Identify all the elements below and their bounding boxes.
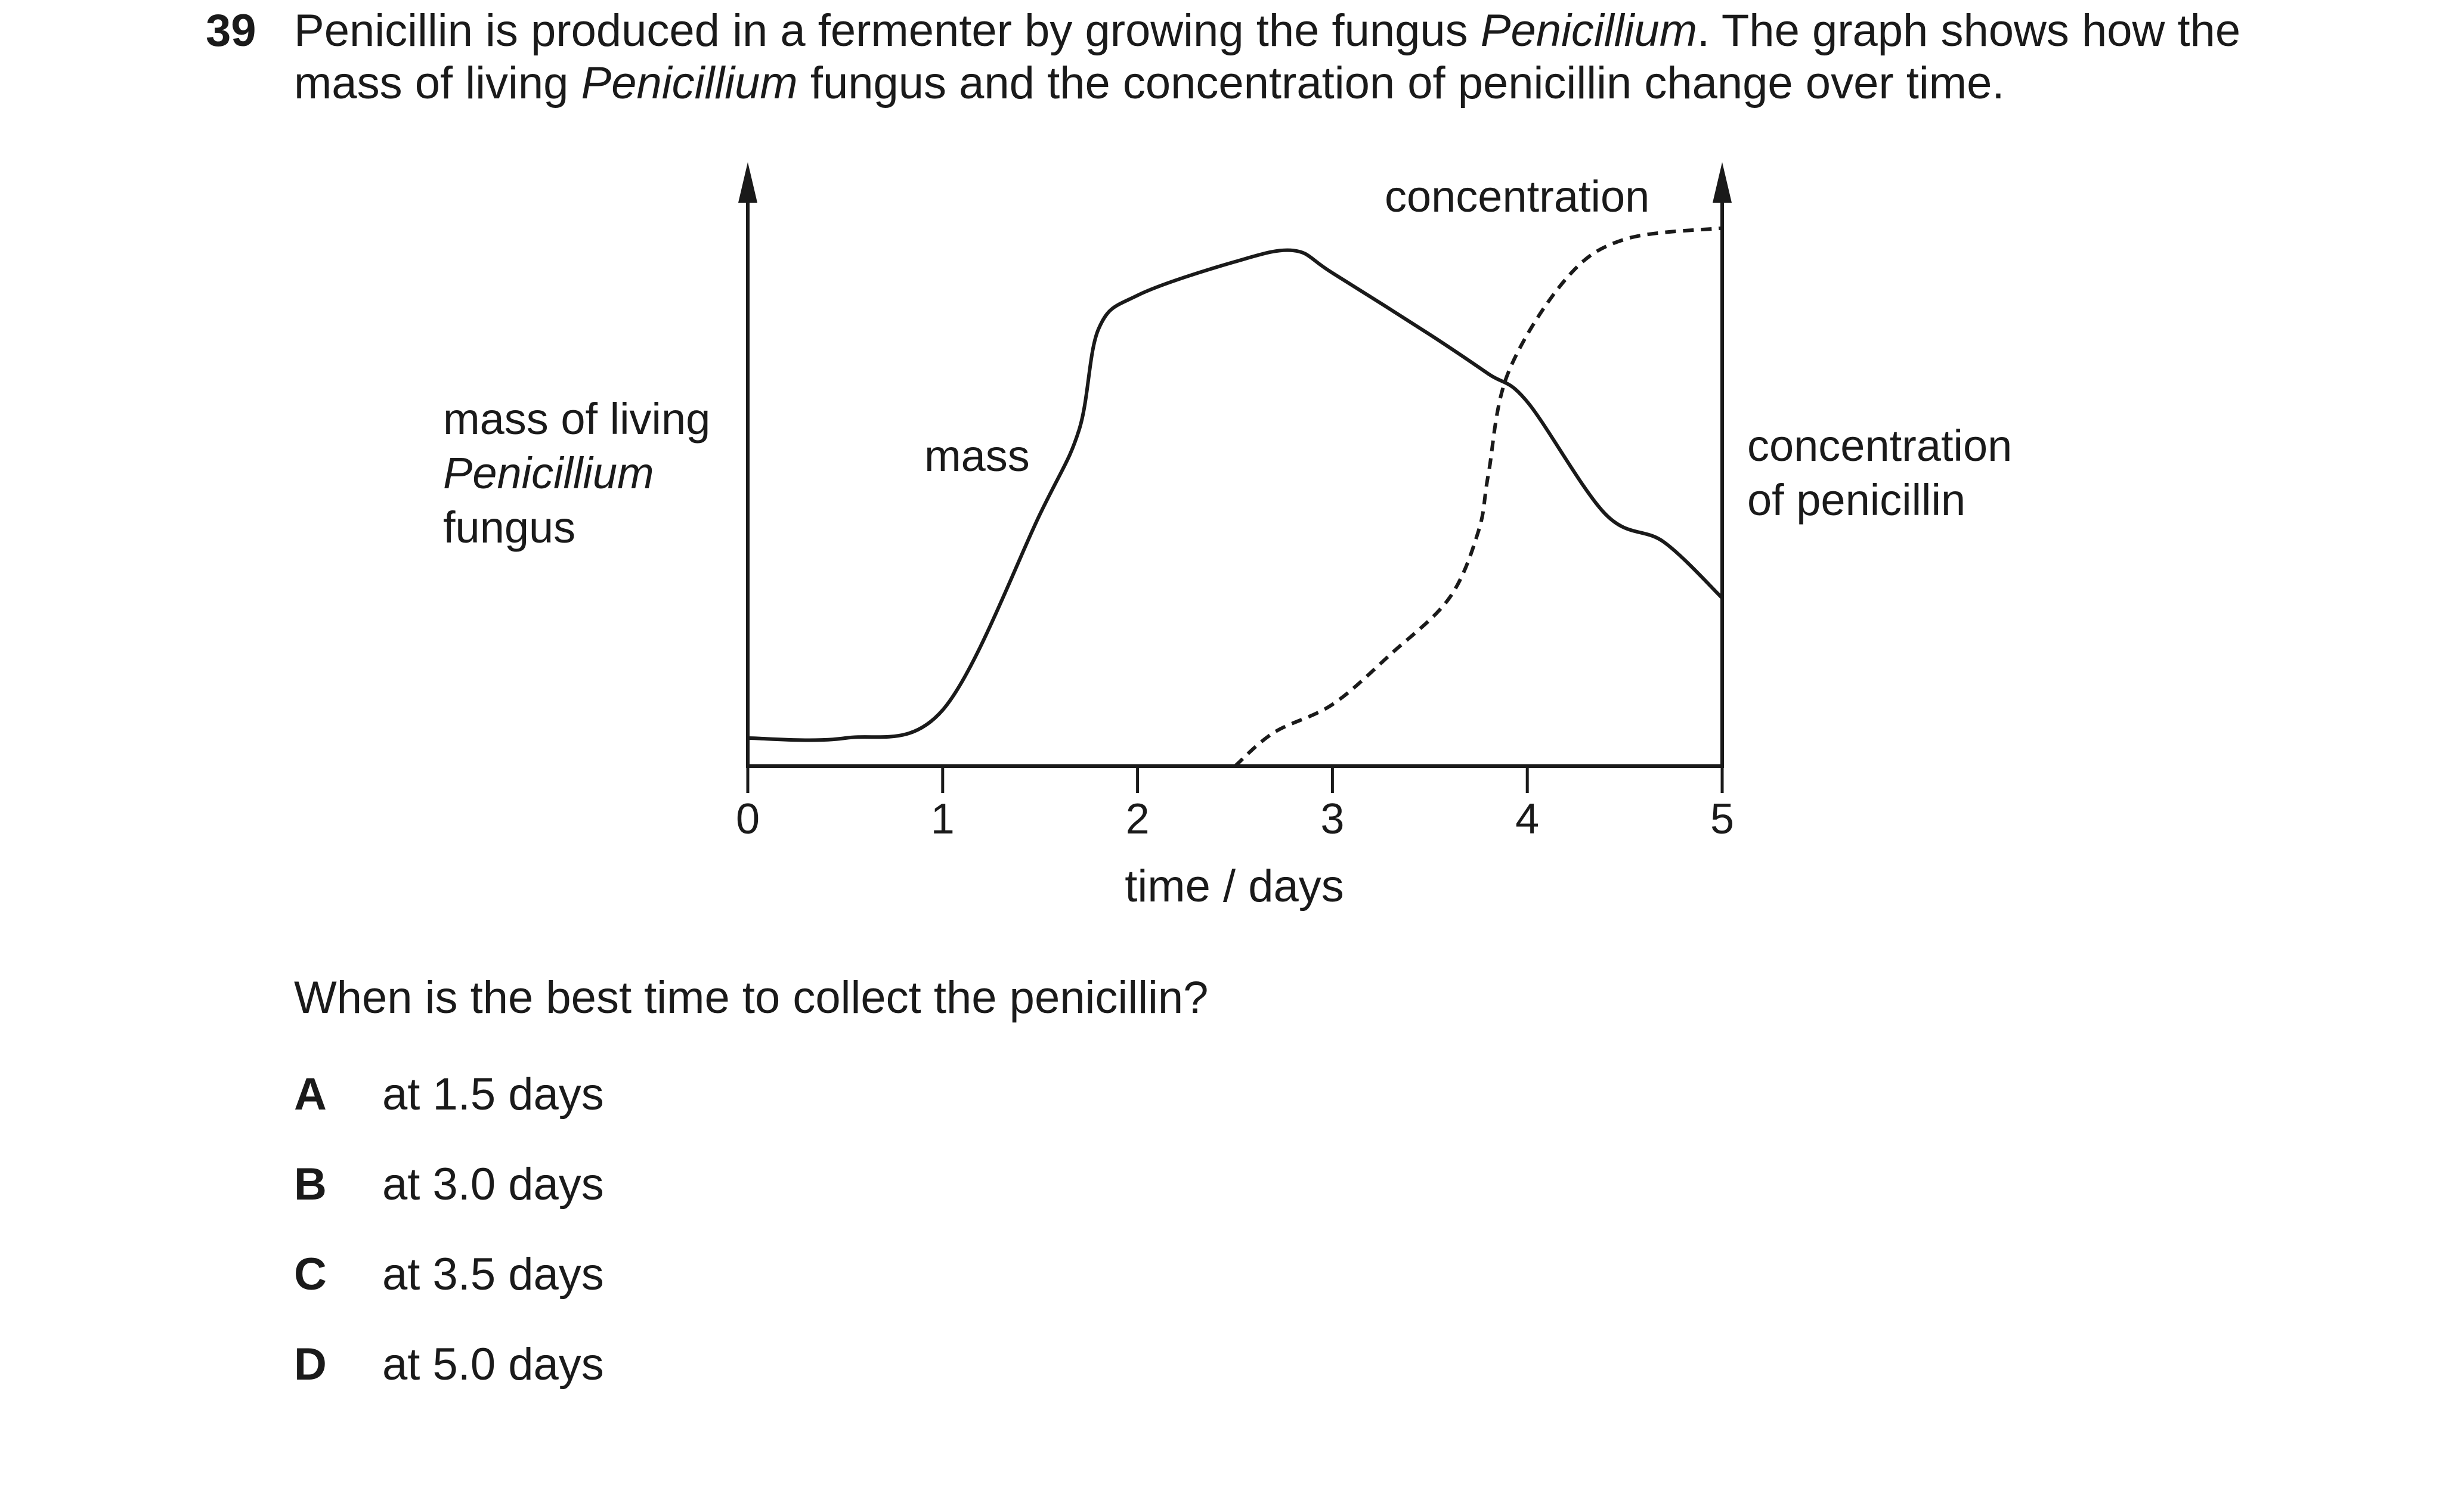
option-letter: D: [294, 1339, 327, 1390]
mass-curve: [747, 248, 1724, 742]
question-prompt: When is the best time to collect the pen…: [294, 972, 1209, 1023]
stem-text: fungus and the concentration of penicill…: [797, 58, 2005, 109]
stem-text: Penicillin is produced in a fermenter by…: [294, 5, 1481, 56]
stem-text: mass of living: [294, 58, 581, 109]
left-axis-label-line-1: mass of living: [443, 394, 710, 444]
x-tick-label: 5: [1710, 795, 1734, 843]
question-stem-line-1: Penicillin is produced in a fermenter by…: [294, 5, 2411, 57]
x-axis-ticks: [746, 766, 1724, 793]
option-letter: C: [294, 1249, 327, 1300]
concentration-curve-label: concentration: [1385, 172, 1649, 221]
right-axis-label-line-2: of penicillin: [1747, 475, 1965, 525]
stem-italic-species: Penicillium: [581, 58, 798, 109]
x-axis-label: time / days: [1125, 861, 1344, 912]
x-tick-label: 1: [931, 795, 955, 843]
left-axis-label-line-3: fungus: [443, 503, 575, 552]
left-axis-label-line-2: Penicillium: [443, 448, 654, 498]
concentration-curve: [1234, 226, 1723, 768]
stem-italic-species: Penicillium: [1480, 5, 1698, 56]
question-number: 39: [206, 5, 256, 56]
right-axis-label-line-1: concentration: [1747, 421, 2012, 470]
option-text: at 3.0 days: [382, 1159, 604, 1210]
mass-curve-label: mass: [924, 431, 1030, 481]
x-tick-label: 3: [1320, 795, 1344, 843]
option-text: at 5.0 days: [382, 1339, 604, 1390]
stem-text: . The graph shows how the: [1697, 5, 2241, 56]
option-text: at 1.5 days: [382, 1069, 604, 1120]
option-letter: A: [294, 1069, 327, 1120]
option-letter: B: [294, 1159, 327, 1210]
x-axis-tick-labels: 0 1 2 3 4 5: [736, 795, 1734, 843]
question-stem-line-2: mass of living Penicillium fungus and th…: [294, 57, 2411, 110]
x-tick-label: 2: [1126, 795, 1150, 843]
right-axis-arrow-icon: [1713, 162, 1732, 203]
option-text: at 3.5 days: [382, 1249, 604, 1300]
series-layer: [747, 226, 1724, 768]
x-tick-label: 0: [736, 795, 760, 843]
left-axis-arrow-icon: [738, 162, 757, 203]
question-stem: Penicillin is produced in a fermenter by…: [294, 5, 2411, 110]
x-tick-label: 4: [1515, 795, 1539, 843]
